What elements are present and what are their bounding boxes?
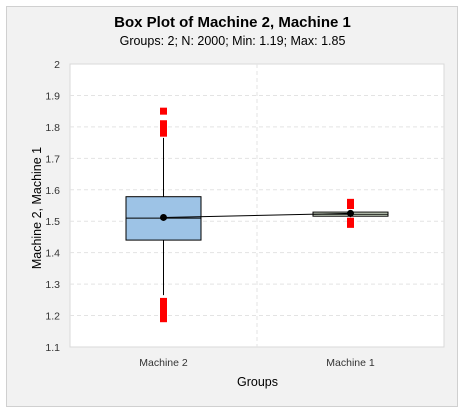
x-tick-label: Machine 1 bbox=[326, 357, 375, 369]
y-axis-ticks: 1.1 1.2 1.3 1.4 1.5 1.6 1.7 1.8 1.9 2 bbox=[45, 59, 60, 354]
y-tick-label: 1.9 bbox=[45, 90, 60, 102]
y-tick-label: 1.5 bbox=[45, 216, 60, 228]
y-tick-label: 1.2 bbox=[45, 311, 60, 323]
y-tick-label: 1.7 bbox=[45, 153, 60, 165]
outlier-point bbox=[160, 297, 167, 305]
y-tick-label: 2 bbox=[54, 59, 60, 71]
chart-title: Box Plot of Machine 2, Machine 1 bbox=[114, 14, 351, 31]
x-axis-label: Groups bbox=[237, 375, 278, 389]
mean-connect-line bbox=[160, 209, 354, 221]
x-tick-label: Machine 2 bbox=[139, 357, 188, 369]
y-tick-label: 1.6 bbox=[45, 185, 60, 197]
outlier-point bbox=[347, 217, 354, 225]
outlier-point bbox=[160, 120, 167, 128]
y-tick-label: 1.3 bbox=[45, 279, 60, 291]
y-tick-label: 1.8 bbox=[45, 122, 60, 134]
grid-lines bbox=[70, 64, 444, 347]
y-tick-label: 1.4 bbox=[45, 248, 60, 260]
y-tick-label: 1.1 bbox=[45, 342, 60, 354]
outlier-point bbox=[160, 107, 167, 115]
outlier-point bbox=[347, 198, 354, 206]
chart-subtitle: Groups: 2; N: 2000; Min: 1.19; Max: 1.85 bbox=[119, 34, 346, 48]
mean-marker bbox=[347, 209, 354, 217]
x-axis-ticks: Machine 2 Machine 1 bbox=[139, 357, 375, 369]
mean-marker bbox=[160, 213, 167, 221]
outlier-point bbox=[160, 305, 167, 313]
mean-line bbox=[163, 212, 351, 218]
